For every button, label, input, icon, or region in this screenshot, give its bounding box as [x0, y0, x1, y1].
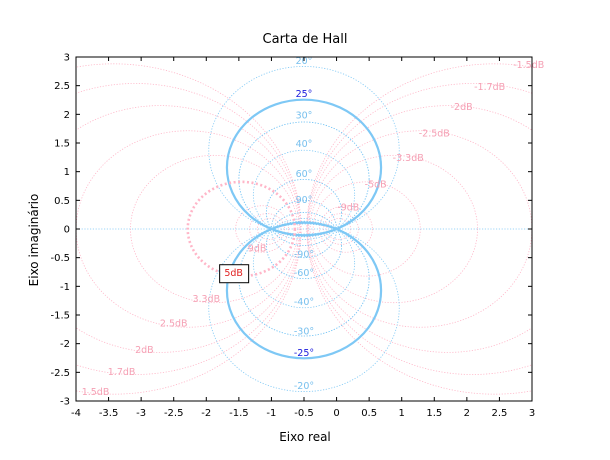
phase-contour — [208, 66, 400, 235]
highlight-phase-contour — [225, 98, 383, 237]
magnitude-contour — [249, 213, 285, 245]
phase-label: 40° — [296, 139, 313, 150]
x-tick-label: -4 — [71, 408, 81, 419]
y-tick-label: 1.5 — [54, 139, 70, 150]
magnitude-label: -5dB — [365, 179, 387, 190]
y-tick-label: -2.5 — [50, 368, 70, 379]
magnitude-label: 9dB — [248, 244, 267, 255]
highlight-magnitude-label: 5dB — [224, 268, 243, 279]
y-tick-label: 0.5 — [54, 196, 70, 207]
magnitude-contour — [306, 63, 532, 395]
magnitude-contour — [235, 205, 289, 253]
y-tick-label: -2 — [60, 339, 70, 350]
x-tick-label: -1 — [266, 408, 276, 419]
y-axis-label: Eixo imaginário — [27, 194, 41, 287]
x-tick-label: -2 — [201, 408, 211, 419]
magnitude-label: 3.3dB — [192, 294, 220, 305]
x-tick-label: -0.5 — [294, 408, 314, 419]
highlight-magnitude-contour — [186, 180, 297, 278]
phase-contour — [208, 223, 400, 392]
magnitude-label: -2dB — [451, 102, 473, 113]
magnitude-label: 1.5dB — [82, 387, 110, 398]
magnitude-contour — [76, 130, 300, 328]
phase-label: 30° — [296, 111, 313, 122]
x-tick-label: -2.5 — [164, 408, 184, 419]
magnitude-label: 2.5dB — [160, 319, 188, 330]
contour-labels: -1.5dB -1.7dB-2dB -2.5dB -3.3dB -5dB -9dB 9dB 3… — [82, 56, 545, 398]
magnitude-contour — [306, 83, 532, 375]
x-tick-label: -3 — [136, 408, 146, 419]
magnitude-label: -1.5dB — [513, 60, 544, 71]
phase-label: -20° — [294, 381, 314, 392]
phase-label: -30° — [294, 327, 314, 338]
phase-label: 20° — [296, 56, 313, 67]
magnitude-contour — [319, 205, 373, 253]
phase-contour — [238, 121, 370, 238]
chart-title: Carta de Hall — [263, 32, 348, 47]
x-tick-label: 1 — [399, 408, 405, 419]
y-tick-label: 3 — [64, 53, 70, 64]
x-tick-label: 3 — [529, 408, 535, 419]
x-tick-label: 2.5 — [491, 408, 507, 419]
highlight-phase-contour — [225, 221, 383, 360]
x-axis-label: Eixo real — [279, 430, 331, 444]
phase-label: -60° — [294, 268, 314, 279]
phase-contour — [265, 212, 343, 280]
phase-contour — [252, 218, 356, 309]
magnitude-label: -1.7dB — [474, 82, 505, 93]
magnitude-label: -9dB — [337, 202, 359, 213]
phase-contour — [238, 220, 370, 337]
phase-contour — [252, 149, 356, 240]
x-tick-label: 1.5 — [426, 408, 442, 419]
phase-contour — [265, 178, 343, 246]
y-tick-label: -0.5 — [50, 253, 70, 264]
x-tick-label: 2 — [464, 408, 470, 419]
y-tick-label: 1 — [64, 167, 70, 178]
x-axis: -4 -3.5 -3 -2.5 -2 -1.5 -1 -0.5 0 0.5 1 1.5 2 2.5 3 — [71, 57, 535, 419]
y-tick-label: 2 — [64, 110, 70, 121]
y-tick-label: -1.5 — [50, 311, 70, 322]
y-tick-label: -1 — [60, 282, 70, 293]
phase-label: -40° — [294, 297, 314, 308]
magnitude-label: 1.7dB — [108, 367, 136, 378]
x-tick-label: 0.5 — [361, 408, 377, 419]
magnitude-contour — [312, 181, 421, 277]
magnitude-label: -3.3dB — [393, 153, 424, 164]
x-tick-label: -1.5 — [229, 408, 249, 419]
magnitude-label: 2dB — [135, 345, 154, 356]
y-tick-label: 0 — [64, 225, 70, 236]
y-axis: -3 -2.5 -2 -1.5 -1 -0.5 0 0.5 1 1.5 2 2.5 3 — [50, 53, 532, 408]
magnitude-label: -2.5dB — [419, 128, 450, 139]
x-tick-label: -3.5 — [99, 408, 119, 419]
phase-label: 60° — [296, 169, 313, 180]
highlight-phase-label: -25° — [294, 348, 314, 359]
phase-label: 90° — [296, 195, 313, 206]
highlight-magnitude-label-box — [219, 264, 250, 284]
y-tick-label: -3 — [60, 397, 70, 408]
phase-label: -90° — [294, 249, 314, 260]
highlight-phase-label: 25° — [296, 89, 313, 100]
x-tick-label: 0 — [333, 408, 339, 419]
y-tick-label: 2.5 — [54, 81, 70, 92]
